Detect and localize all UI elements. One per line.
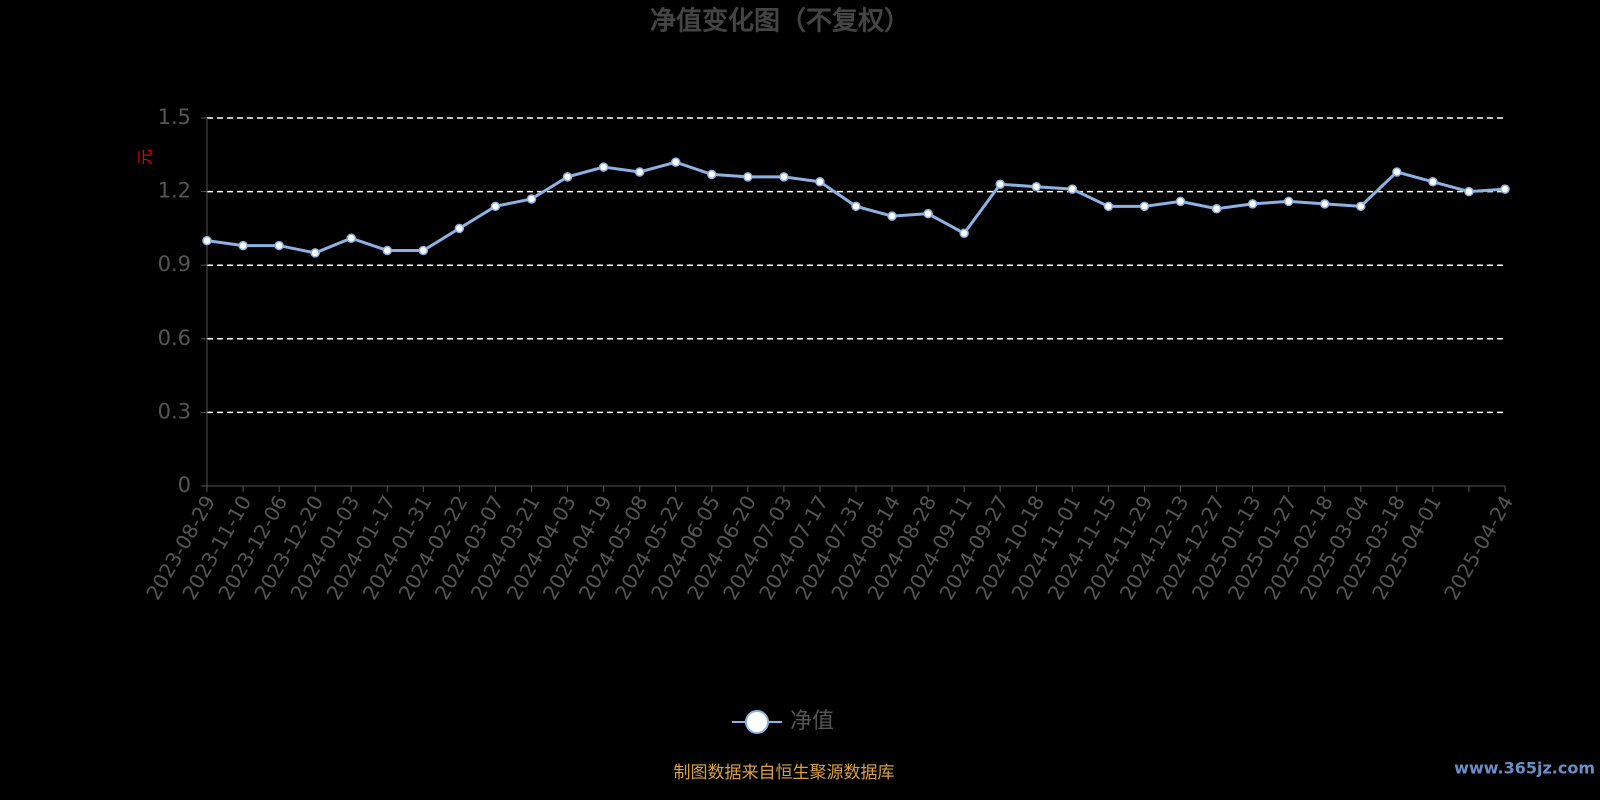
data-point: [779, 172, 789, 182]
data-point: [1500, 184, 1510, 194]
data-point: [634, 167, 645, 177]
data-point: [707, 169, 717, 180]
y-tick-label: 0.6: [158, 326, 191, 350]
data-point: [1175, 196, 1186, 207]
y-tick-label: 1.2: [158, 179, 191, 203]
data-point: [815, 177, 825, 187]
y-axis-label: 元: [136, 149, 155, 165]
watermark: www.365jz.com: [1454, 759, 1595, 778]
data-point: [1247, 199, 1258, 209]
legend-marker: [745, 710, 769, 734]
data-point: [598, 162, 609, 172]
data-point: [743, 172, 753, 182]
data-point: [1103, 201, 1114, 212]
data-point: [526, 194, 537, 204]
data-point: [1031, 181, 1042, 192]
data-point: [310, 248, 320, 258]
y-tick-label: 0.9: [158, 252, 191, 276]
data-point: [1211, 204, 1222, 214]
y-tick-label: 0.3: [158, 399, 191, 423]
data-point: [490, 201, 501, 212]
data-point: [1356, 201, 1366, 212]
y-tick-label: 1.5: [158, 105, 191, 129]
data-point: [1139, 201, 1150, 212]
y-tick-label: 0: [178, 473, 191, 497]
data-point: [454, 223, 465, 234]
source-note: 制图数据来自恒生聚源数据库: [674, 763, 895, 783]
data-point: [959, 228, 969, 239]
data-point: [238, 240, 248, 251]
data-point: [670, 157, 681, 167]
data-point: [418, 245, 429, 256]
data-point: [202, 235, 212, 246]
data-point: [851, 201, 861, 212]
data-point: [1319, 199, 1330, 209]
data-point: [995, 179, 1005, 189]
data-point: [274, 240, 284, 251]
data-point: [562, 172, 573, 182]
data-point: [1464, 186, 1474, 197]
legend-label: 净值: [790, 709, 834, 734]
data-point: [1428, 177, 1438, 187]
data-point: [1067, 184, 1078, 194]
data-point: [382, 245, 393, 256]
data-point: [1392, 167, 1402, 177]
data-point: [1283, 196, 1294, 207]
data-point: [887, 211, 897, 221]
data-point: [923, 208, 933, 219]
chart-title: 净值变化图（不复权）: [650, 6, 910, 37]
data-point: [346, 233, 356, 243]
